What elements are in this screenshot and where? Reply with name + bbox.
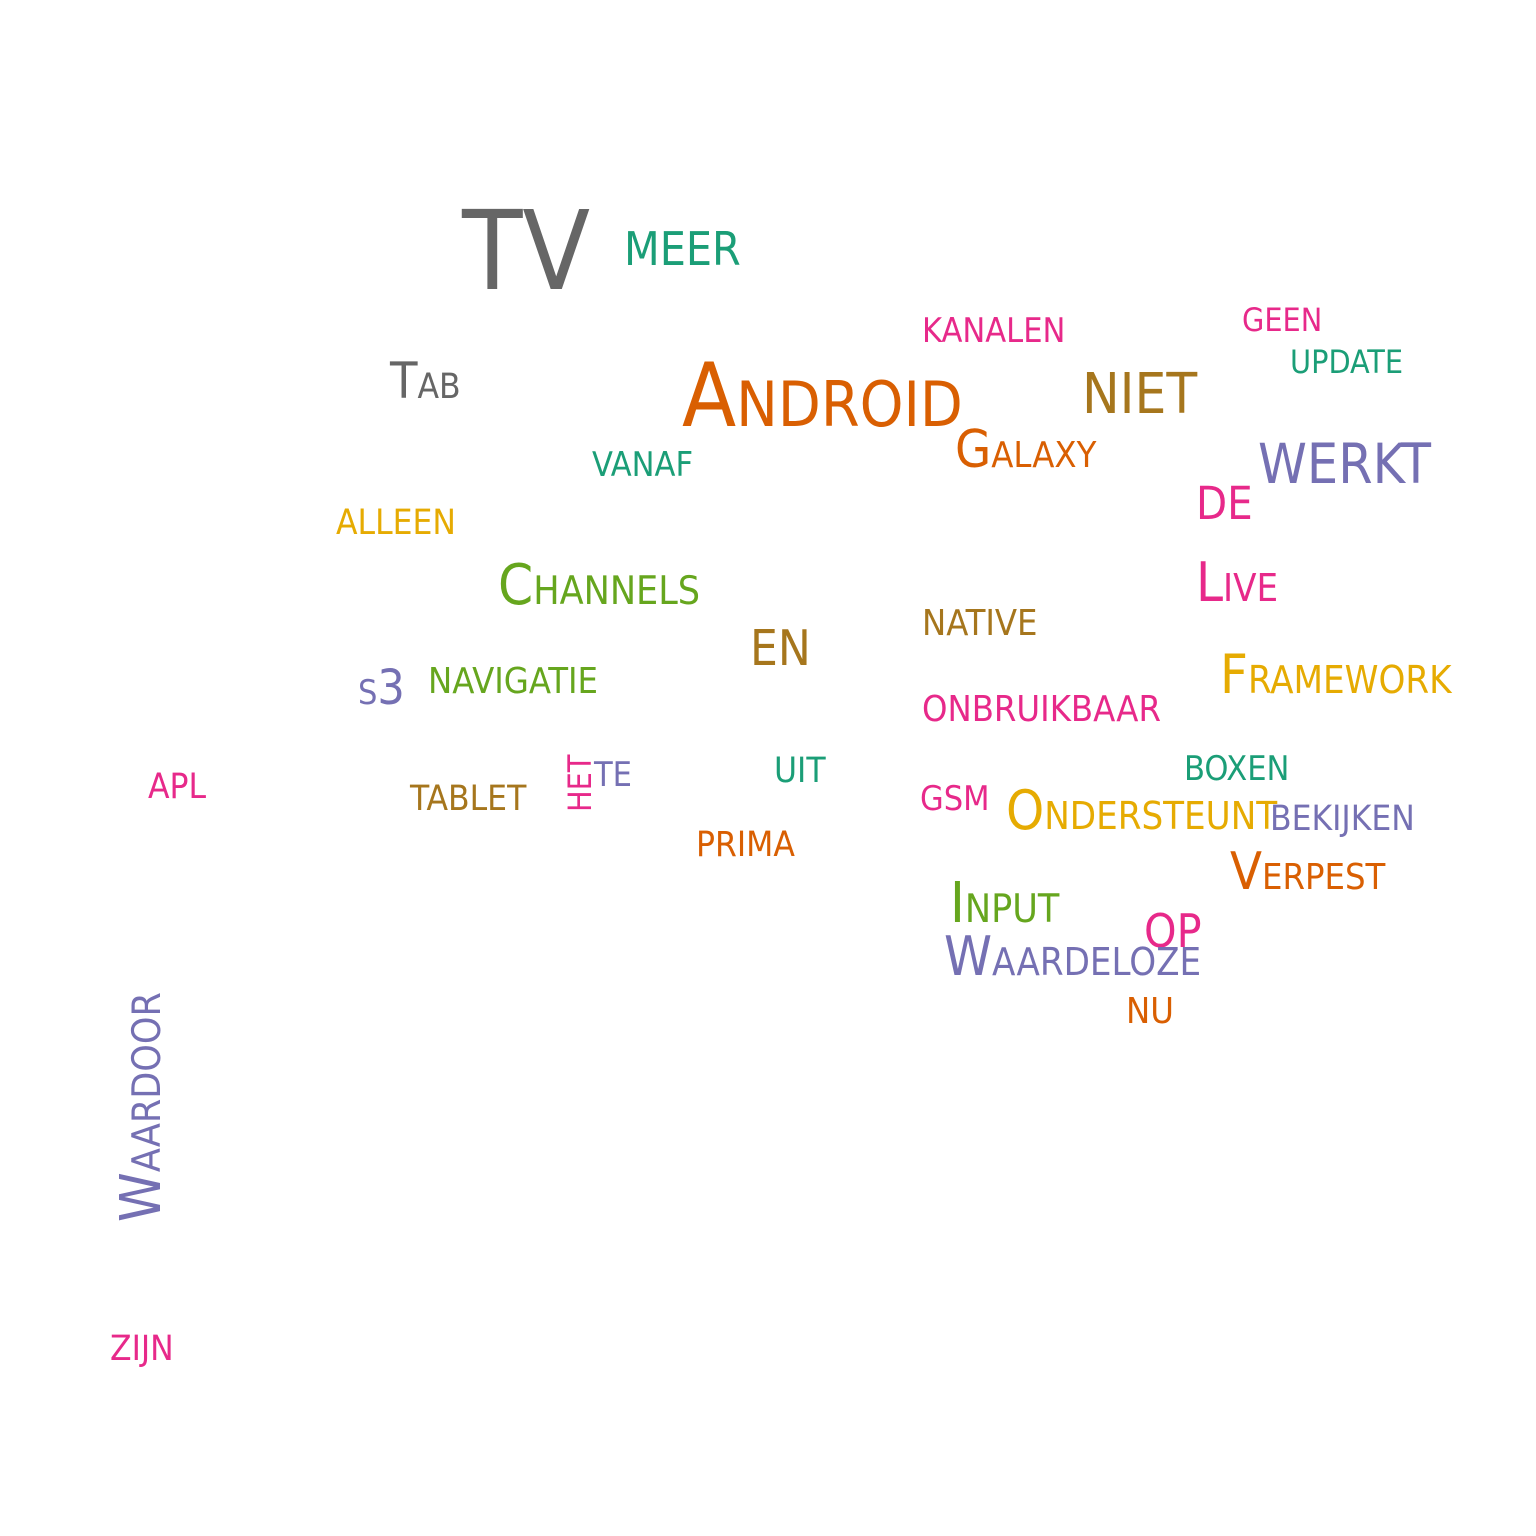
word-onbruikbaar: onbruikbaar [922, 674, 1161, 734]
word-s3: s3 [358, 660, 405, 716]
word-tablet: tablet [410, 764, 527, 822]
word-te: te [594, 742, 633, 798]
word-update: update [1290, 330, 1404, 384]
word-native: native [922, 588, 1038, 648]
word-verpest: Verpest [1230, 842, 1386, 902]
word-tv: TV [462, 187, 591, 315]
word-op: op [1144, 886, 1202, 963]
word-input: Input [950, 871, 1060, 936]
word-boxen: boxen [1184, 736, 1290, 792]
word-android: Android [682, 344, 963, 447]
word-uit: uit [774, 736, 826, 794]
word-zijn: zijn [110, 1314, 174, 1372]
word-channels: Channels [498, 553, 701, 618]
word-live: Live [1196, 551, 1279, 614]
word-niet: niet [1082, 339, 1198, 432]
word-vanaf: vanaf [592, 432, 694, 488]
word-prima: prima [696, 810, 795, 868]
word-apl: apl [148, 752, 207, 810]
word-tab: Tab [390, 352, 461, 410]
word-galaxy: Galaxy [955, 420, 1097, 480]
word-waardeloze: Waardeloze [944, 925, 1202, 988]
word-alleen: alleen [336, 488, 456, 546]
word-de: de [1196, 461, 1253, 535]
word-geen: geen [1242, 288, 1323, 342]
word-navigatie: navigatie [428, 646, 598, 706]
word-bekijken: bekijken [1270, 784, 1415, 842]
word-werkt: werkt [1258, 412, 1431, 502]
word-nu: nu [1126, 976, 1174, 1036]
word-en: en [750, 600, 811, 682]
word-het: het [548, 754, 602, 812]
word-ondersteunt: Ondersteunt [1006, 779, 1278, 842]
word-meer: meer [624, 204, 741, 281]
word-gsm: gsm [920, 766, 990, 822]
word-kanalen: kanalen [922, 298, 1066, 354]
word-framework: Framework [1220, 643, 1452, 706]
word-waardoor: Waardoor [109, 992, 174, 1222]
